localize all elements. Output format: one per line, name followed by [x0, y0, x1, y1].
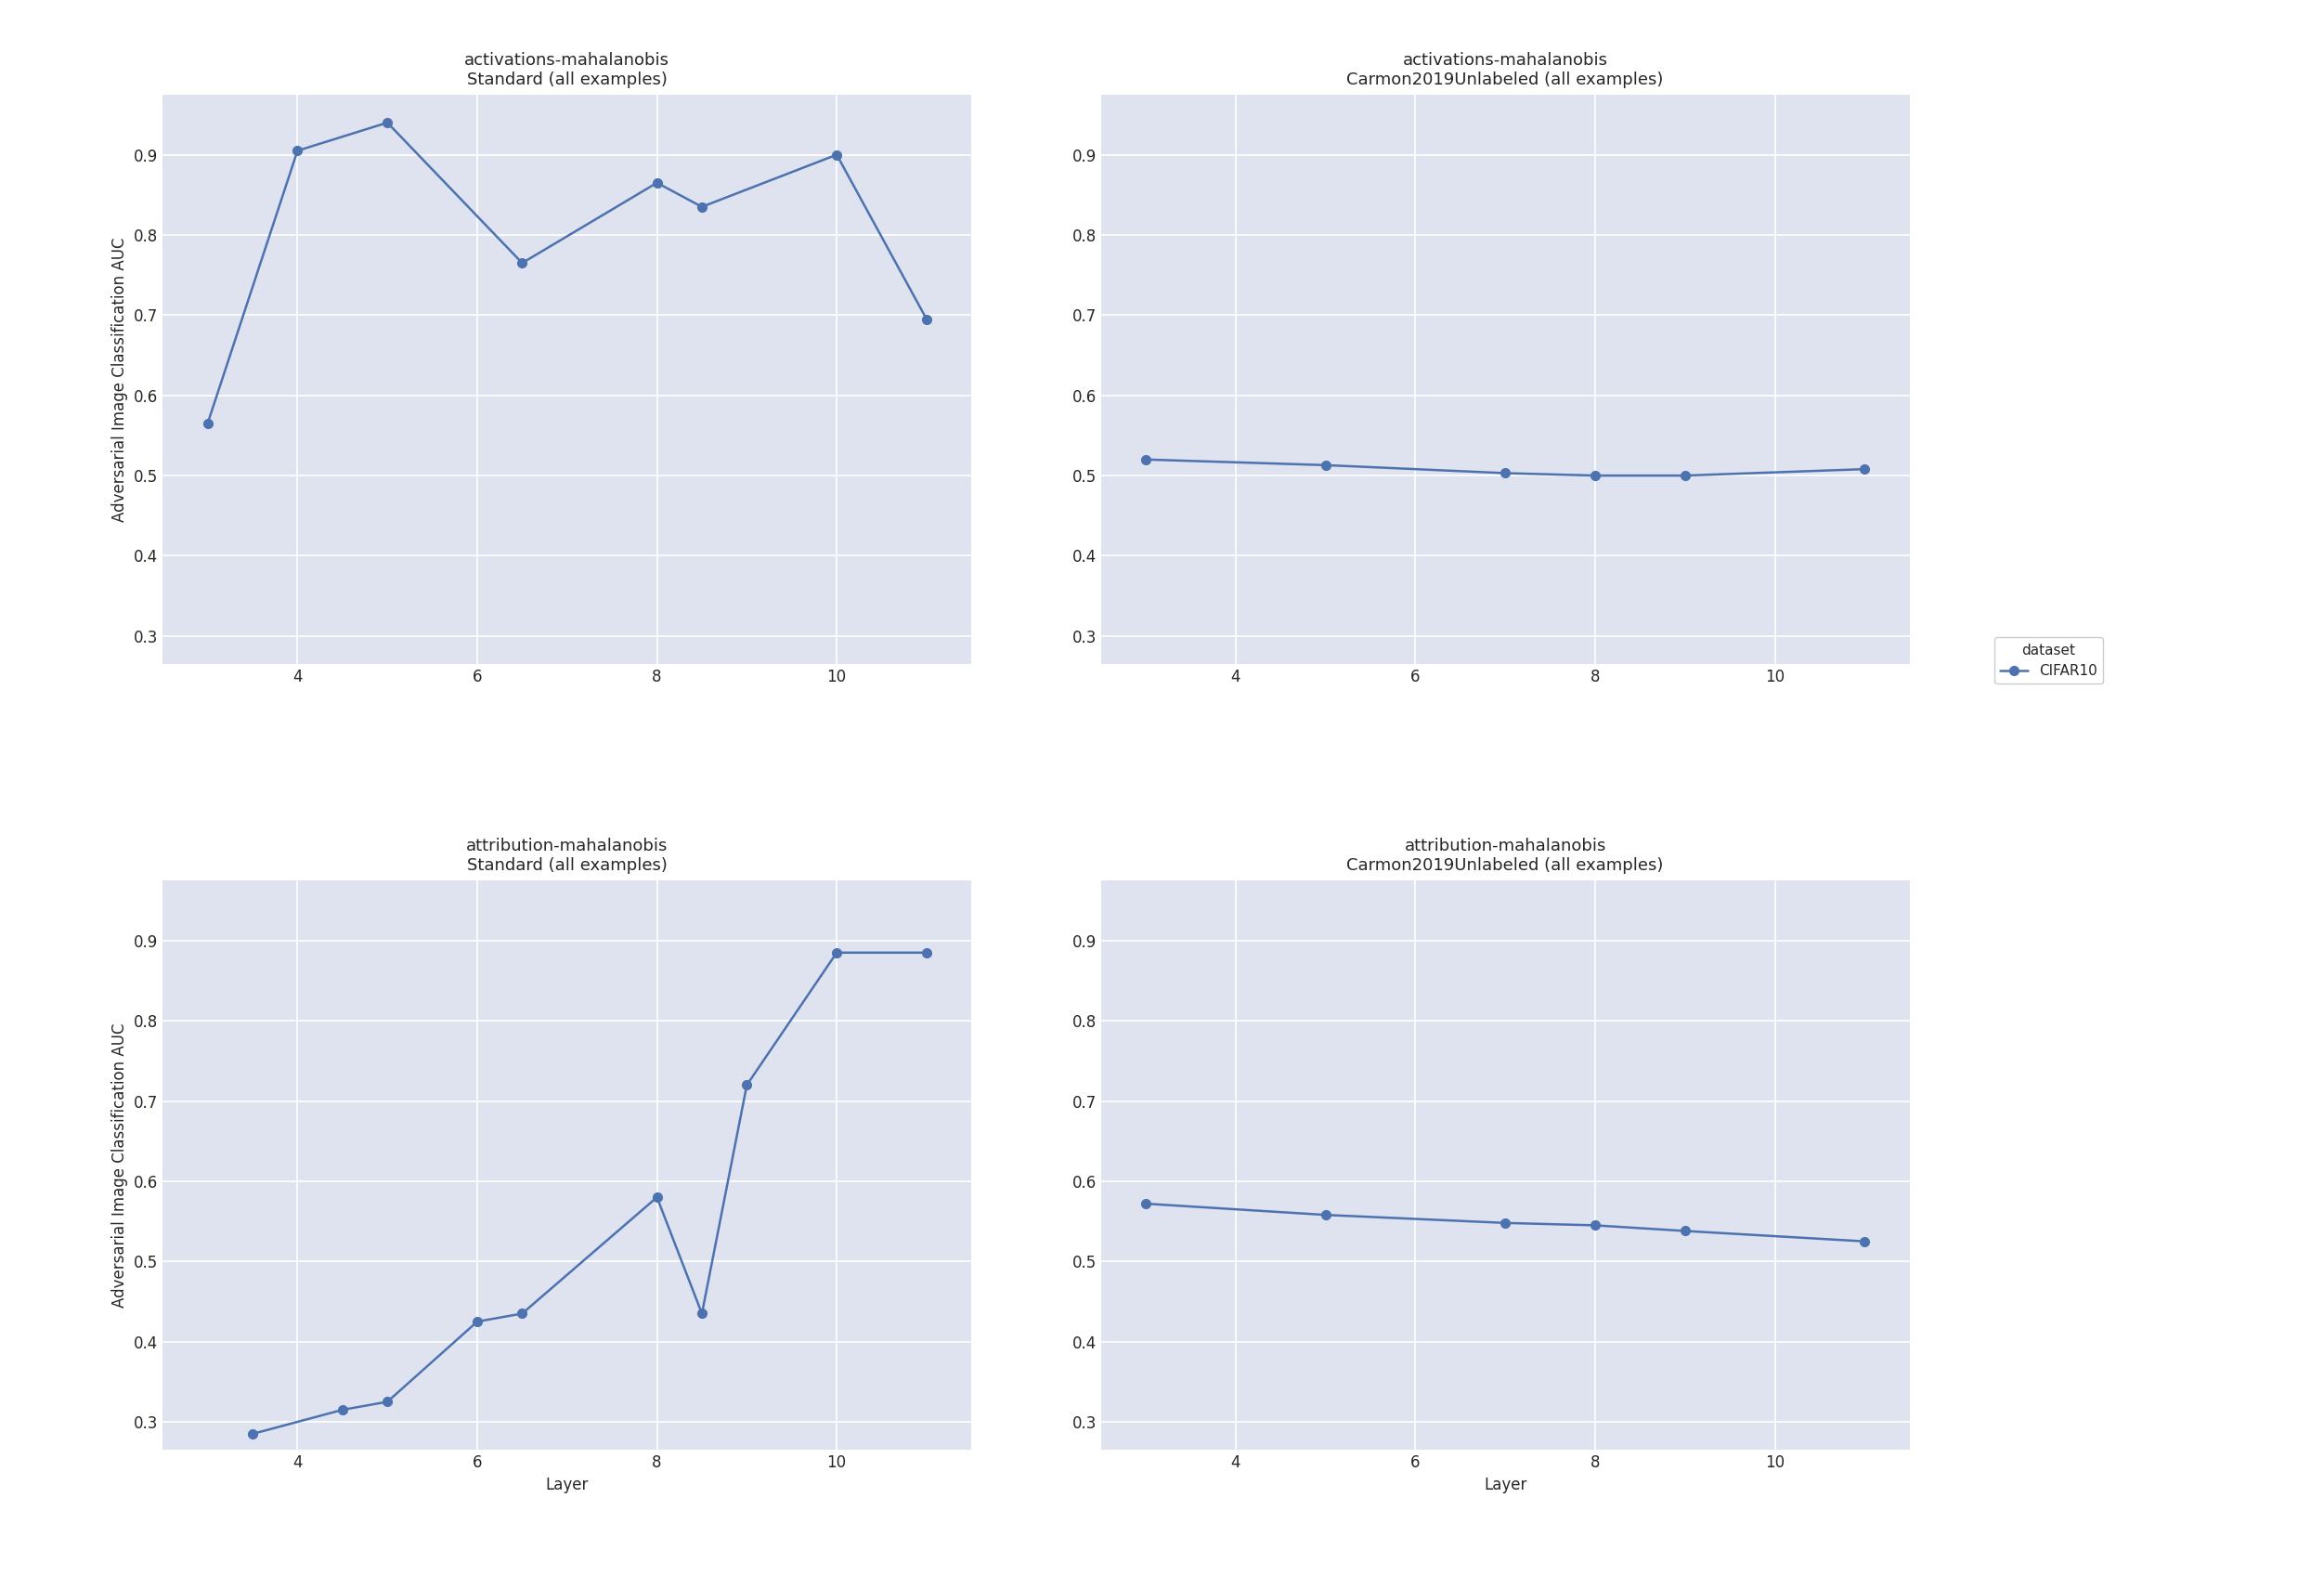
CIFAR10	[1580, 466, 1608, 485]
CIFAR10	[1580, 1215, 1608, 1234]
CIFAR10	[1311, 455, 1339, 474]
CIFAR10	[509, 254, 537, 273]
CIFAR10	[1492, 463, 1520, 482]
CIFAR10	[1850, 460, 1878, 479]
Line: CIFAR10: CIFAR10	[202, 118, 932, 429]
CIFAR10	[1492, 1214, 1520, 1232]
CIFAR10	[1132, 451, 1160, 470]
Y-axis label: Adversarial Image Classification AUC: Adversarial Image Classification AUC	[112, 236, 128, 522]
X-axis label: Layer: Layer	[546, 1477, 588, 1492]
Line: CIFAR10: CIFAR10	[1141, 455, 1868, 481]
Legend: CIFAR10: CIFAR10	[1994, 638, 2103, 684]
CIFAR10	[509, 1303, 537, 1322]
Line: CIFAR10: CIFAR10	[249, 949, 932, 1439]
Title: activations-mahalanobis
Carmon2019Unlabeled (all examples): activations-mahalanobis Carmon2019Unlabe…	[1348, 52, 1664, 88]
CIFAR10	[193, 414, 221, 433]
CIFAR10	[644, 173, 672, 192]
CIFAR10	[374, 113, 402, 132]
Title: attribution-mahalanobis
Standard (all examples): attribution-mahalanobis Standard (all ex…	[467, 838, 667, 873]
CIFAR10	[688, 1303, 716, 1322]
Line: CIFAR10: CIFAR10	[1141, 1199, 1868, 1247]
Title: activations-mahalanobis
Standard (all examples): activations-mahalanobis Standard (all ex…	[465, 52, 669, 88]
CIFAR10	[913, 942, 941, 961]
CIFAR10	[462, 1313, 490, 1332]
CIFAR10	[284, 142, 311, 161]
CIFAR10	[239, 1425, 267, 1444]
CIFAR10	[1850, 1232, 1878, 1251]
Title: attribution-mahalanobis
Carmon2019Unlabeled (all examples): attribution-mahalanobis Carmon2019Unlabe…	[1348, 838, 1664, 873]
CIFAR10	[732, 1075, 760, 1094]
CIFAR10	[913, 310, 941, 329]
CIFAR10	[1132, 1195, 1160, 1214]
CIFAR10	[644, 1188, 672, 1207]
CIFAR10	[1671, 466, 1699, 485]
CIFAR10	[328, 1401, 356, 1420]
Y-axis label: Adversarial Image Classification AUC: Adversarial Image Classification AUC	[112, 1023, 128, 1308]
CIFAR10	[1311, 1206, 1339, 1225]
CIFAR10	[823, 942, 851, 961]
CIFAR10	[688, 197, 716, 216]
X-axis label: Layer: Layer	[1483, 1477, 1527, 1492]
CIFAR10	[1671, 1221, 1699, 1240]
CIFAR10	[374, 1392, 402, 1411]
CIFAR10	[823, 145, 851, 164]
